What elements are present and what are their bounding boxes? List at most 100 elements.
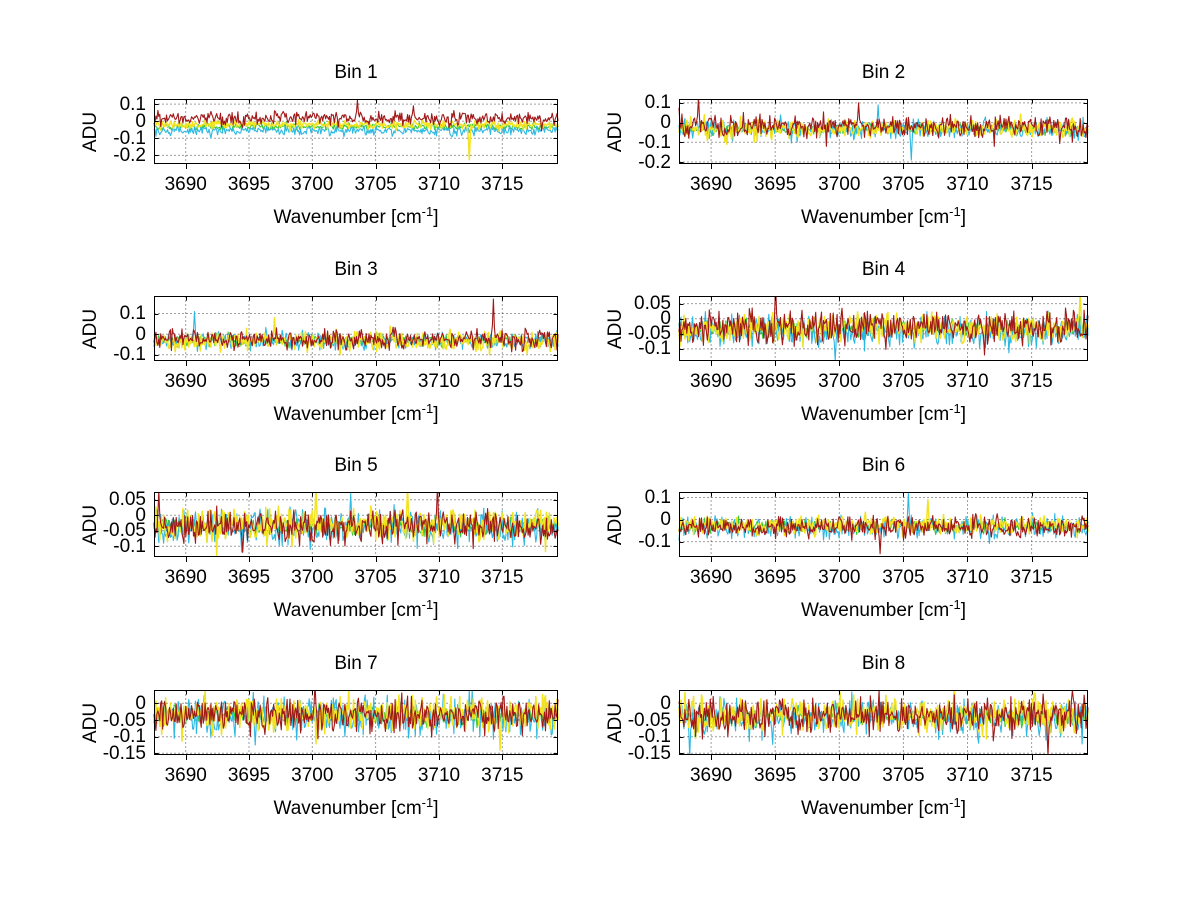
- axes-frame: [154, 690, 558, 755]
- subplot-bin-6: Bin 6 ADU 0.1 0 -0.1 3690 3695 3700 3705 3710 3715…: [605, 455, 1089, 621]
- x-tick-label: 3690: [689, 765, 733, 786]
- x-tick-label: 3700: [291, 174, 334, 195]
- x-tick-label: 3690: [164, 567, 207, 588]
- x-tick-label: 3715: [481, 174, 524, 195]
- trace-cyan: [153, 123, 559, 139]
- x-axis-label: Wavenumber [cm-1]: [154, 598, 558, 623]
- subplot-title: Bin 5: [334, 455, 378, 476]
- trace-red: [153, 298, 559, 353]
- x-tick-label: 3700: [291, 567, 334, 588]
- x-tick-label: 3695: [754, 567, 797, 588]
- x-tick-label: 3690: [164, 174, 207, 195]
- x-tick-label: 3710: [417, 765, 461, 786]
- x-tick-label: 3695: [227, 371, 271, 392]
- y-tick-label: 0.05: [109, 489, 146, 511]
- y-tick-label: -0.1: [638, 531, 671, 553]
- x-tick-label: 3705: [354, 567, 397, 588]
- subplot-title: Bin 3: [334, 259, 378, 280]
- x-axis-label: Wavenumber [cm-1]: [679, 796, 1088, 821]
- x-tick-label: 3710: [946, 567, 989, 588]
- subplot-bin-2: Bin 2 ADU 0.1 0 -0.1 -0.2 3690 3695 3700 3705 3710…: [605, 62, 1089, 228]
- plot-area: [153, 492, 559, 562]
- x-tick-label: 3700: [818, 765, 861, 786]
- x-tick-label: 3715: [1010, 567, 1053, 588]
- x-tick-label: 3695: [754, 174, 797, 195]
- y-tick-label: -0.1: [113, 535, 146, 557]
- subplot-title: Bin 7: [334, 653, 378, 674]
- x-tick-label: 3700: [291, 371, 334, 392]
- y-tick-label: 0.1: [644, 487, 671, 508]
- x-axis-label-text: Wavenumber [cm: [273, 600, 422, 621]
- x-axis-label-sup: -1: [949, 401, 961, 416]
- x-tick-label: 3695: [227, 567, 271, 588]
- tick-marks: [154, 99, 558, 169]
- x-axis-label-text: ]: [433, 600, 439, 621]
- x-tick-label: 3715: [481, 371, 524, 392]
- subplot-bin-3: Bin 3 ADU 0.1 0 -0.1 3690 3695 3700 3705 3710 3715…: [80, 259, 559, 425]
- x-tick-label: 3705: [882, 765, 925, 786]
- plot-area: [678, 492, 1089, 562]
- y-tick-label: -0.1: [113, 344, 146, 366]
- x-tick-label: 3700: [818, 567, 861, 588]
- x-axis-label-sup: -1: [421, 795, 434, 810]
- x-tick-label: 3690: [164, 371, 207, 392]
- x-axis-label-text: Wavenumber [cm: [273, 207, 422, 228]
- y-tick-label: -0.05: [102, 520, 146, 542]
- x-tick-label: 3695: [227, 765, 271, 786]
- x-tick-label: 3690: [689, 371, 733, 392]
- trace-red: [678, 690, 1089, 755]
- x-axis-label: Wavenumber [cm-1]: [154, 401, 558, 427]
- x-tick-label: 3710: [946, 765, 989, 786]
- subplot-bin-5: Bin 5 ADU 0.05 0 -0.05 -0.1 3690 3695 3700 3705 37…: [80, 455, 559, 621]
- plot-area: [678, 99, 1089, 169]
- x-tick-label: 3695: [754, 371, 797, 392]
- x-axis-label-text: ]: [960, 207, 966, 228]
- y-tick-label: -0.1: [113, 726, 146, 748]
- x-tick-label: 3690: [164, 765, 207, 786]
- subplot-title: Bin 2: [861, 62, 906, 83]
- y-tick-label: 0.1: [119, 303, 146, 324]
- x-axis-label-text: ]: [433, 798, 439, 819]
- x-tick-label: 3715: [1010, 371, 1053, 392]
- x-axis-label-text: ]: [433, 404, 439, 425]
- x-tick-label: 3710: [417, 371, 461, 392]
- x-tick-label: 3705: [882, 371, 925, 392]
- tick-marks: [154, 690, 558, 760]
- tick-marks: [154, 296, 558, 366]
- y-tick-label: 0.05: [634, 293, 671, 315]
- tick-marks: [679, 296, 1088, 366]
- x-axis-label-sup: -1: [949, 597, 961, 612]
- x-axis-label-text: Wavenumber [cm: [273, 798, 422, 819]
- trace-red: [153, 99, 559, 132]
- x-tick-label: 3710: [417, 567, 461, 588]
- x-tick-label: 3715: [1010, 174, 1053, 195]
- y-tick-label: 0.1: [119, 93, 146, 115]
- x-tick-label: 3710: [946, 174, 989, 195]
- y-tick-label: -0.1: [113, 127, 146, 149]
- subplot-title: Bin 6: [861, 455, 906, 476]
- trace-red: [153, 492, 559, 553]
- y-tick-label: 0: [660, 308, 671, 330]
- trace-yellow: [678, 498, 1089, 539]
- x-tick-label: 3705: [354, 174, 397, 195]
- grid-lines: [154, 296, 558, 361]
- y-tick-label: 0: [660, 112, 671, 134]
- x-axis-label-text: ]: [960, 798, 966, 819]
- axes-frame: [679, 99, 1088, 164]
- x-axis-label-sup: -1: [949, 204, 961, 219]
- plot-area: [678, 690, 1089, 760]
- subplot-title: Bin 4: [861, 259, 906, 280]
- tick-marks: [154, 492, 558, 562]
- x-axis-label-sup: -1: [421, 401, 434, 416]
- x-axis-label-text: Wavenumber [cm: [800, 404, 950, 425]
- x-tick-label: 3705: [882, 567, 925, 588]
- plot-area: [153, 99, 559, 169]
- x-tick-label: 3715: [1010, 765, 1053, 786]
- y-tick-label: 0: [660, 692, 671, 714]
- y-tick-label: 0.1: [644, 92, 671, 114]
- x-tick-label: 3705: [354, 765, 397, 786]
- y-tick-label: 0: [135, 323, 146, 345]
- y-tick-label: -0.2: [638, 151, 671, 173]
- plot-area: [153, 690, 559, 760]
- x-axis-label: Wavenumber [cm-1]: [679, 597, 1088, 623]
